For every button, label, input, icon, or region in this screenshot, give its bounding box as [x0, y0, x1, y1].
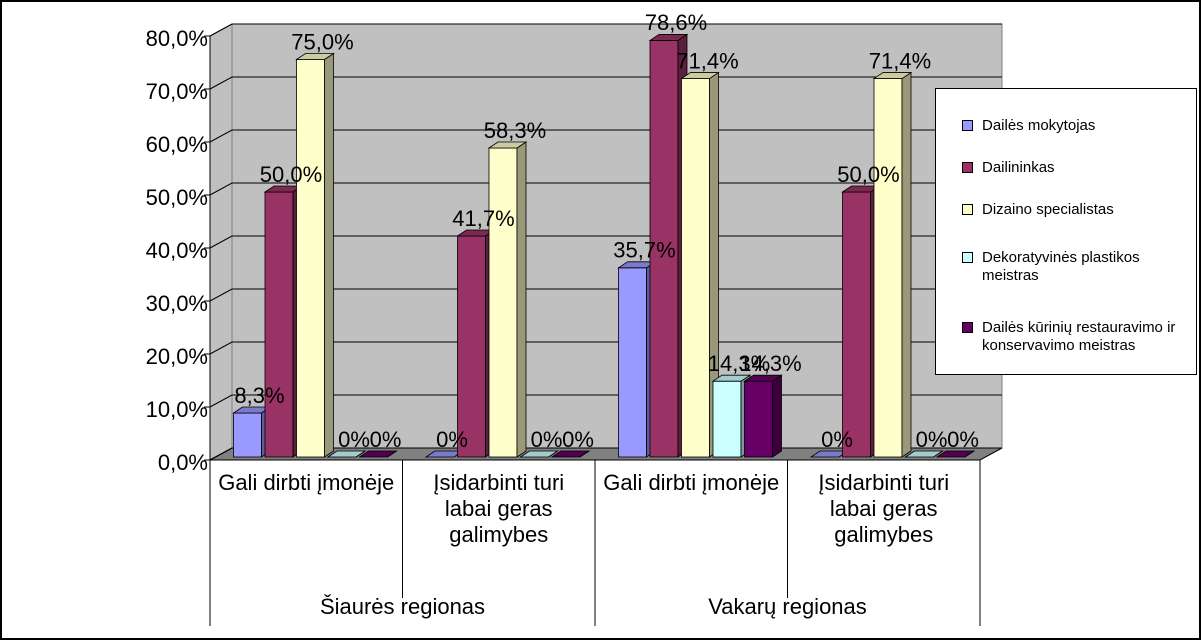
bar — [358, 450, 398, 458]
data-label: 0% — [821, 427, 853, 452]
data-label: 0% — [562, 427, 594, 452]
data-label: 50,0% — [260, 162, 322, 187]
grid-line — [209, 235, 1002, 249]
data-label: 0% — [947, 427, 979, 452]
x-tick-label: Įsidarbinti turi labai geras galimybes — [818, 470, 950, 547]
data-label: 35,7% — [613, 238, 675, 263]
bar — [680, 71, 720, 458]
category-group-label: Šiaurės regionas — [320, 594, 485, 619]
grid-line — [209, 182, 1002, 196]
bar-front — [873, 78, 903, 458]
bar-top — [295, 53, 335, 60]
data-label: 0% — [436, 427, 468, 452]
bar-side — [324, 52, 334, 458]
bar — [550, 450, 591, 458]
y-tick-label: 10,0% — [146, 397, 208, 422]
legend-swatch — [962, 162, 973, 173]
bar-top — [872, 72, 913, 79]
bar — [487, 141, 528, 458]
bar-side — [901, 71, 912, 458]
grid-line — [209, 23, 1002, 37]
legend-label: Dailės mokytojas — [982, 117, 1096, 134]
bar-top — [680, 72, 720, 79]
bar-top — [519, 450, 559, 458]
bar — [935, 450, 976, 458]
y-tick-label: 50,0% — [146, 185, 208, 210]
y-tick-label: 30,0% — [146, 291, 208, 316]
data-label: 8,3% — [234, 383, 284, 408]
data-label: 0% — [916, 427, 948, 452]
grid-line — [209, 341, 1002, 355]
bar-front — [681, 78, 710, 458]
legend-label: Dailės kūrinių restauravimo ir konservav… — [982, 319, 1176, 354]
y-tick-label: 0,0% — [158, 450, 208, 475]
data-label: 41,7% — [452, 206, 514, 231]
legend-swatch — [962, 204, 973, 215]
grid-line — [209, 288, 1002, 302]
bar-front — [712, 380, 742, 458]
y-tick-label: 20,0% — [146, 344, 208, 369]
y-tick-label: 40,0% — [146, 238, 208, 263]
data-label: 14,3% — [739, 351, 801, 376]
data-label: 71,4% — [676, 48, 738, 73]
legend-swatch — [962, 252, 973, 263]
data-label: 75,0% — [291, 29, 353, 54]
x-tick-label: Gali dirbti įmonėje — [603, 470, 780, 495]
bar — [904, 450, 944, 458]
legend-swatch — [962, 322, 973, 333]
y-tick-label: 60,0% — [146, 132, 208, 157]
legend: Dailės mokytojas Dailininkas Dizaino speci… — [935, 88, 1197, 375]
legend-label: Dekoratyvinės plastikos meistras — [982, 249, 1140, 284]
legend-label: Dizaino specialistas — [982, 201, 1114, 218]
data-label: 14,3% — [708, 351, 770, 376]
bar-top — [550, 450, 591, 458]
y-tick-label: 80,0% — [146, 26, 208, 51]
bar-front — [264, 191, 294, 458]
grid-line — [209, 129, 1002, 143]
data-label: 0% — [531, 427, 563, 452]
bar-side — [516, 141, 527, 458]
bar-top — [487, 141, 528, 149]
bar-front — [488, 147, 518, 458]
legend-label: Dailininkas — [982, 159, 1055, 176]
data-label: 71,4% — [869, 48, 931, 73]
grid-line — [209, 76, 1002, 90]
bar-front — [457, 235, 486, 458]
bar-front — [842, 191, 871, 458]
bar-top — [358, 450, 398, 458]
data-label: 50,0% — [837, 162, 899, 187]
bar-front — [233, 412, 262, 458]
x-tick-label: Įsidarbinti turi labai geras galimybes — [433, 470, 565, 547]
data-label: 58,3% — [484, 118, 546, 143]
bar — [743, 374, 783, 458]
legend-swatch — [962, 120, 973, 131]
bar — [519, 450, 559, 458]
category-group-label: Vakarų regionas — [708, 594, 867, 619]
data-label: 78,6% — [645, 10, 707, 35]
data-label: 0% — [338, 427, 370, 452]
bar — [326, 450, 367, 458]
data-label: 0% — [370, 427, 402, 452]
bar-top — [935, 450, 976, 458]
bar-top — [326, 450, 367, 458]
bar — [872, 71, 913, 458]
bar — [295, 52, 335, 458]
bar-top — [904, 450, 944, 458]
bar-top — [711, 374, 752, 382]
bar-front — [296, 59, 325, 458]
x-tick-label: Gali dirbti įmonėje — [218, 470, 395, 495]
bar-front — [618, 267, 647, 458]
bar-side — [772, 374, 782, 458]
bar-front — [744, 380, 773, 458]
bar-top — [648, 34, 689, 41]
bar-top — [743, 374, 783, 382]
y-tick-label: 70,0% — [146, 79, 208, 104]
